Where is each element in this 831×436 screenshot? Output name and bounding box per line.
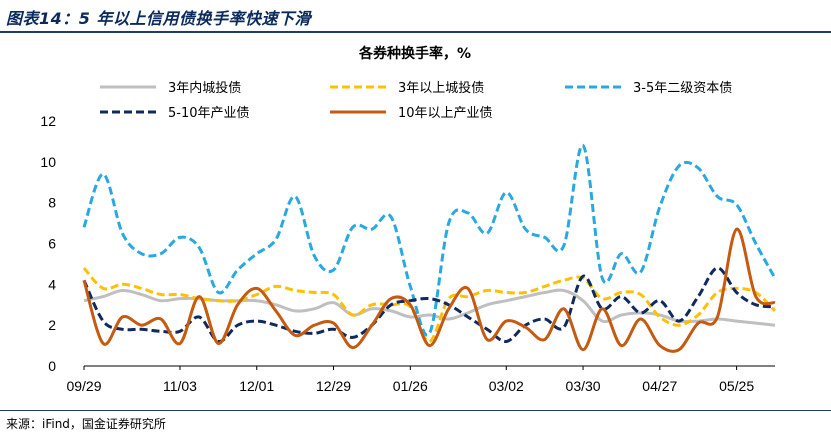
- y-tick-label: 6: [48, 236, 56, 252]
- y-tick-label: 0: [48, 358, 56, 374]
- title-rule: [0, 31, 831, 33]
- legend-label-2: 3-5年二级资本债: [633, 81, 732, 96]
- x-tick-label: 04/27: [642, 378, 677, 394]
- legend: 3年内城投债 3年以上城投债 3-5年二级资本债 5-10年产业债 10年以上产业债: [100, 80, 732, 121]
- x-tick-label: 01/26: [393, 378, 428, 394]
- source-note: 来源：iFind，国金证券研究所: [6, 417, 166, 431]
- x-tick-label: 03/30: [566, 378, 601, 394]
- y-tick-label: 10: [40, 154, 56, 170]
- series-layer: [82, 143, 777, 353]
- x-tick-label: 05/25: [719, 378, 754, 394]
- legend-label-3: 5-10年产业债: [168, 106, 250, 121]
- x-tick-label: 12/29: [316, 378, 351, 394]
- y-tick-label: 4: [48, 276, 56, 292]
- legend-label-1: 3年以上城投债: [398, 80, 484, 96]
- y-tick-label: 8: [48, 195, 56, 211]
- x-tick-label: 12/01: [239, 378, 274, 394]
- series-line-2: [82, 143, 777, 337]
- y-tick-label: 12: [40, 113, 56, 129]
- x-tick-label: 11/03: [163, 378, 197, 394]
- series-line-1: [82, 266, 777, 343]
- axes: 0 2 4 6 8 10 12 09/29 11/03 12/01 12/29 01/26 03/02 0…: [40, 113, 775, 394]
- x-tick-label: 09/29: [66, 378, 101, 394]
- series-line-3: [82, 266, 776, 344]
- y-tick-label: 2: [48, 317, 56, 333]
- legend-label-0: 3年内城投债: [168, 80, 241, 96]
- series-line-4: [82, 227, 776, 353]
- source-rule: [0, 410, 831, 411]
- x-tick-label: 03/02: [489, 378, 524, 394]
- chart-title: 各券种换手率，%: [358, 45, 471, 62]
- legend-label-4: 10年以上产业债: [398, 106, 493, 121]
- figure-title: 图表14：5 年以上信用债换手率快速下滑: [6, 9, 311, 28]
